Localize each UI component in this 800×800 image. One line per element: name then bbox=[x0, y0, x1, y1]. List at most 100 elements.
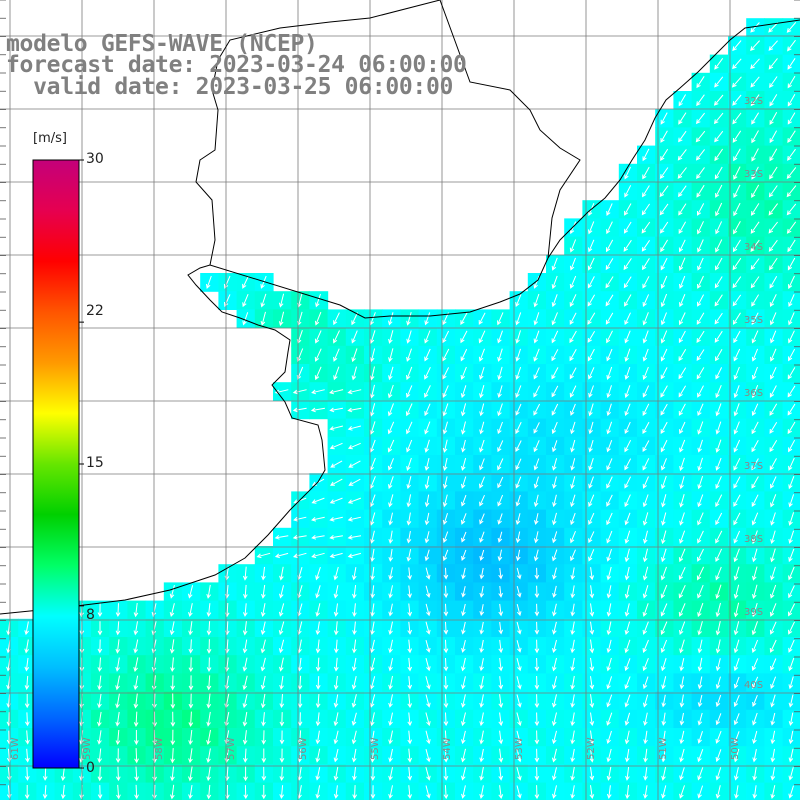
wind-speed-cell bbox=[637, 145, 656, 165]
wind-arrow bbox=[206, 275, 212, 289]
wind-arrow bbox=[424, 421, 431, 435]
wind-speed-cell bbox=[618, 418, 638, 438]
wind-speed-cell bbox=[455, 491, 474, 511]
wind-speed-cell bbox=[673, 382, 693, 401]
wind-arrow bbox=[551, 549, 558, 562]
wind-arrow bbox=[751, 112, 760, 125]
wind-arrow bbox=[133, 602, 139, 618]
wind-arrow bbox=[715, 367, 723, 380]
wind-speed-cell bbox=[564, 382, 583, 401]
wind-arrow bbox=[134, 784, 139, 800]
wind-arrow bbox=[315, 293, 321, 308]
wind-arrow bbox=[751, 512, 759, 526]
wind-arrow bbox=[315, 730, 321, 745]
wind-arrow bbox=[292, 535, 307, 540]
wind-speed-cell bbox=[491, 491, 511, 511]
wind-arrow bbox=[115, 693, 120, 709]
wind-arrow bbox=[188, 785, 193, 800]
wind-arrow bbox=[642, 476, 649, 489]
wind-speed-cell bbox=[455, 364, 474, 383]
wind-arrow bbox=[552, 639, 557, 654]
wind-speed-cell bbox=[546, 527, 565, 547]
wind-arrow bbox=[315, 676, 321, 690]
wind-speed-cell bbox=[564, 509, 583, 529]
wind-speed-cell bbox=[655, 455, 674, 474]
wind-arrow bbox=[677, 149, 687, 161]
wind-arrow bbox=[479, 785, 484, 799]
wind-arrow bbox=[696, 312, 705, 325]
wind-speed-cell bbox=[746, 345, 765, 365]
wind-arrow bbox=[750, 22, 760, 33]
wind-arrow bbox=[443, 730, 449, 745]
wind-arrow bbox=[697, 621, 703, 636]
wind-speed-cell bbox=[418, 364, 438, 383]
wind-speed-cell bbox=[709, 436, 729, 456]
wind-speed-cell bbox=[709, 291, 729, 310]
wind-speed-cell bbox=[764, 618, 784, 638]
wind-arrow bbox=[715, 749, 722, 763]
wind-arrow bbox=[406, 476, 412, 490]
wind-arrow bbox=[297, 712, 303, 727]
wind-arrow bbox=[788, 294, 795, 308]
wind-arrow bbox=[660, 293, 668, 308]
wind-speed-cell bbox=[764, 182, 784, 201]
wind-arrow bbox=[788, 621, 795, 635]
latitude-label: 37S bbox=[744, 461, 763, 472]
wind-speed-cell bbox=[473, 491, 492, 511]
wind-speed-cell bbox=[527, 327, 547, 347]
wind-arrow bbox=[770, 584, 777, 599]
wind-arrow bbox=[115, 621, 121, 636]
wind-arrow bbox=[461, 712, 466, 727]
wind-arrow bbox=[623, 221, 632, 234]
wind-arrow bbox=[750, 221, 760, 234]
wind-arrow bbox=[133, 675, 139, 691]
wind-arrow bbox=[788, 603, 796, 617]
wind-arrow bbox=[406, 385, 413, 398]
wind-speed-cell bbox=[691, 418, 711, 438]
wind-arrow bbox=[479, 585, 485, 598]
wind-speed-cell bbox=[564, 546, 583, 565]
wind-speed-cell bbox=[600, 455, 620, 474]
wind-arrow bbox=[533, 458, 540, 471]
wind-arrow bbox=[261, 766, 267, 781]
wind-speed-cell bbox=[764, 145, 784, 165]
wind-arrow bbox=[351, 657, 357, 672]
wind-arrow bbox=[715, 257, 723, 271]
wind-arrow bbox=[479, 604, 485, 617]
wind-speed-cell bbox=[746, 655, 765, 674]
wind-arrow bbox=[443, 748, 449, 763]
wind-arrow bbox=[661, 512, 667, 526]
wind-arrow bbox=[624, 476, 632, 489]
wind-arrow bbox=[351, 312, 359, 326]
wind-arrow bbox=[624, 403, 631, 417]
wind-arrow bbox=[534, 513, 539, 526]
wind-speed-cell bbox=[764, 254, 784, 274]
wind-arrow bbox=[661, 785, 667, 799]
wind-arrow bbox=[97, 639, 103, 654]
wind-arrow bbox=[642, 185, 650, 198]
wind-arrow bbox=[425, 585, 431, 599]
wind-arrow bbox=[569, 385, 577, 398]
wind-speed-cell bbox=[655, 618, 674, 638]
wind-arrow bbox=[769, 112, 778, 126]
colorbar-tick-15: 15 bbox=[86, 455, 104, 471]
wind-speed-cell bbox=[691, 546, 711, 565]
wind-arrow bbox=[751, 530, 758, 545]
wind-arrow bbox=[497, 403, 503, 417]
wind-arrow bbox=[369, 676, 376, 690]
wind-speed-cell bbox=[564, 327, 583, 347]
wind-speed-cell bbox=[691, 309, 711, 329]
wind-arrow bbox=[623, 239, 632, 252]
wind-speed-cell bbox=[582, 364, 602, 383]
wind-arrow bbox=[606, 694, 613, 708]
wind-arrow bbox=[606, 549, 612, 562]
wind-arrow bbox=[169, 639, 175, 654]
wind-speed-cell bbox=[637, 364, 656, 383]
wind-speed-cell bbox=[728, 400, 747, 420]
wind-arrow bbox=[133, 711, 139, 727]
wind-arrow bbox=[533, 385, 541, 398]
wind-arrow bbox=[551, 349, 559, 362]
wind-arrow bbox=[661, 530, 667, 545]
wind-arrow bbox=[278, 603, 285, 617]
wind-arrow bbox=[624, 294, 632, 307]
